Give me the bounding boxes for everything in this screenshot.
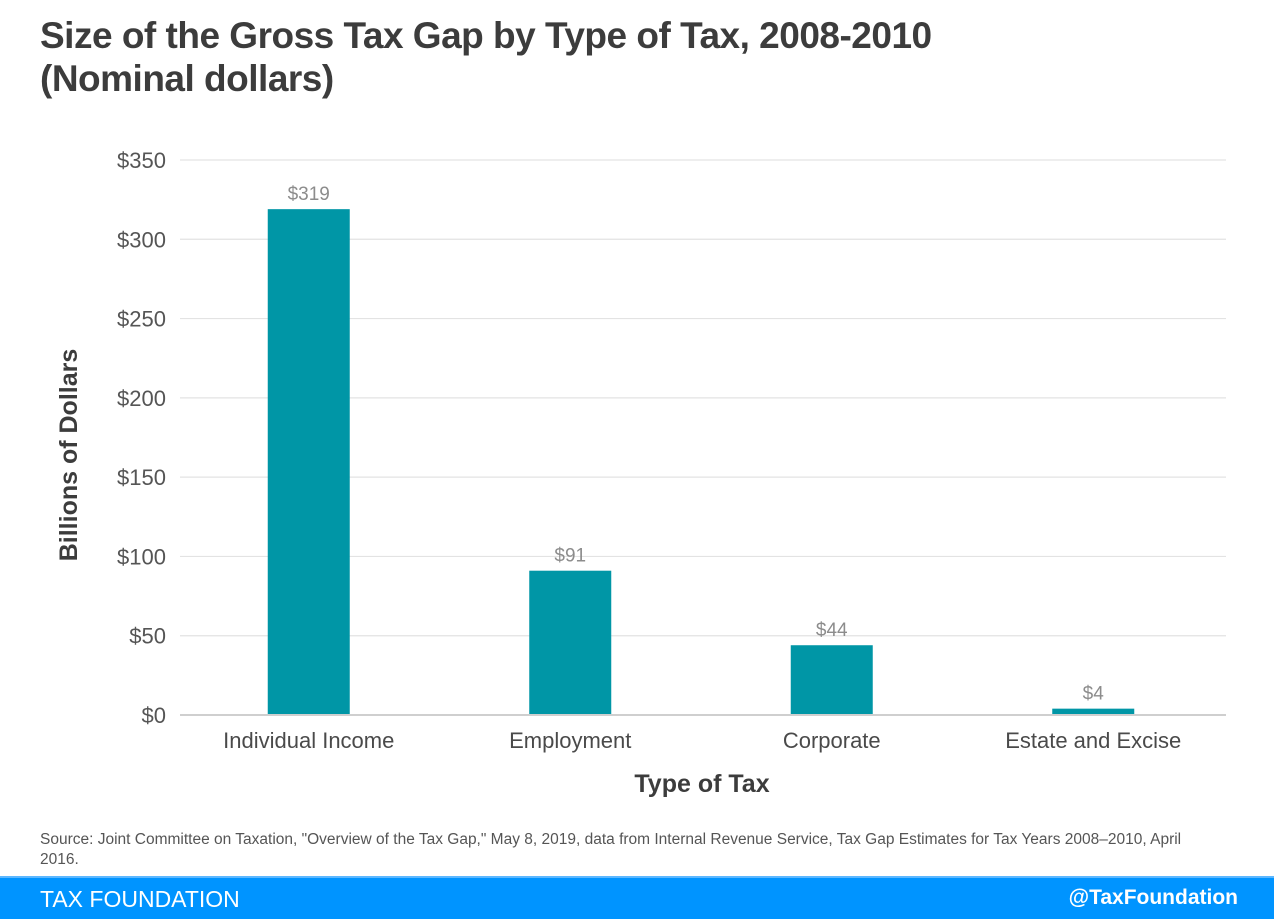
bar [1052, 708, 1135, 714]
y-tick-label: $200 [117, 386, 166, 411]
y-axis-label: Billions of Dollars [55, 349, 83, 562]
y-tick-label: $150 [117, 465, 166, 490]
title-line-1: Size of the Gross Tax Gap by Type of Tax… [40, 15, 932, 56]
bars [267, 209, 1135, 714]
y-tick-label: $50 [129, 624, 166, 649]
y-tick-labels: $0 $50 $100 $150 $200 $250 $300 $350 [117, 148, 166, 728]
footer-handle[interactable]: @TaxFoundation [1068, 886, 1238, 909]
bar [267, 209, 350, 714]
data-label: $91 [554, 546, 586, 567]
y-tick-label: $350 [117, 148, 166, 173]
footer-brand: TAX FOUNDATION [40, 886, 240, 912]
y-tick-label: $300 [117, 227, 166, 252]
x-tick-label: Corporate [783, 728, 881, 753]
x-tick-labels: Individual Income Employment Corporate Esta… [223, 728, 1181, 753]
data-label: $44 [816, 620, 848, 641]
chart-title: Size of the Gross Tax Gap by Type of Tax… [40, 14, 932, 100]
data-label: $4 [1083, 684, 1105, 705]
y-tick-label: $250 [117, 307, 166, 332]
x-tick-label: Individual Income [223, 728, 394, 753]
gridlines [180, 159, 1226, 716]
x-tick-label: Estate and Excise [1005, 728, 1181, 753]
bar [790, 645, 873, 714]
source-note: Source: Joint Committee on Taxation, "Ov… [40, 831, 1182, 868]
bar [529, 570, 612, 714]
data-label: $319 [288, 184, 330, 205]
x-tick-label: Employment [509, 728, 631, 753]
x-axis-label: Type of Tax [634, 770, 769, 798]
y-tick-label: $0 [142, 703, 166, 728]
footer-bar: TAX FOUNDATION @TaxFoundation [0, 876, 1274, 919]
bar-chart: $0 $50 $100 $150 $200 $250 $300 $350 $319 $91 $44… [55, 148, 1226, 798]
title-line-2: (Nominal dollars) [40, 58, 334, 99]
y-tick-label: $100 [117, 544, 166, 569]
data-labels: $319 $91 $44 $4 [288, 184, 1105, 705]
